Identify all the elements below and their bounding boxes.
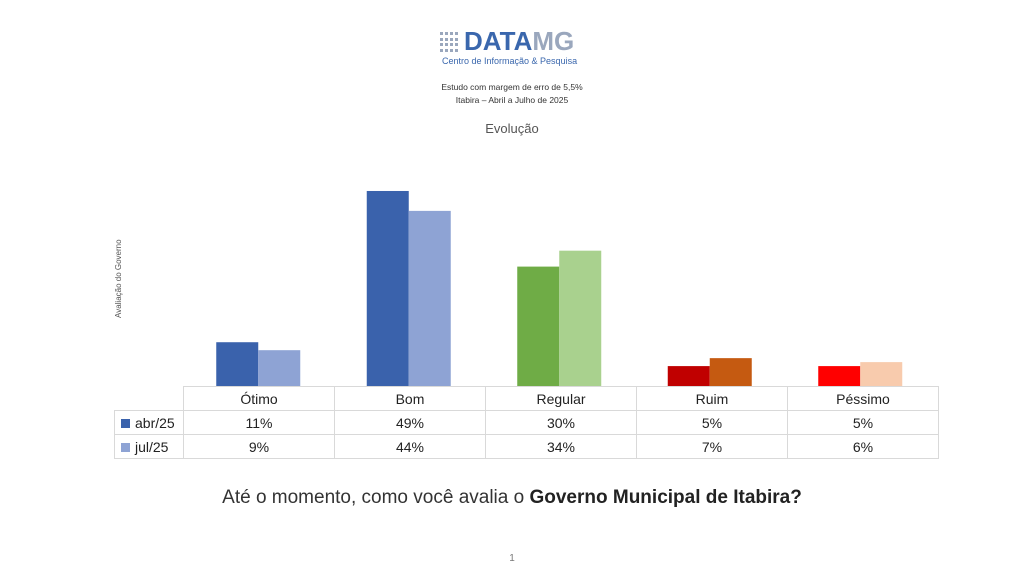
question-text: Até o momento, como você avalia o [222,487,530,508]
bar-jul25-1 [408,210,451,386]
legend-label: abr/25 [135,414,175,431]
bar-jul25-0 [258,350,301,386]
category-label: Ótimo [183,386,335,411]
category-label: Regular [485,386,637,411]
bar-chart [216,190,903,386]
legend-label: jul/25 [135,438,169,455]
table-row-series-abr25: abr/25 11% 49% 30% 5% 5% [114,410,939,435]
legend-entry-jul25: jul/25 [114,434,184,459]
datamg-logo: DATAMG Centro de Informação & Pesquisa [440,26,600,70]
study-location-period: Itabira – Abril a Julho de 2025 [455,95,569,105]
table-row-series-jul25: jul/25 9% 44% 34% 7% 6% [114,434,939,459]
data-label: 5% [636,410,788,435]
page-number: 1 [509,553,515,564]
survey-question: Até o momento, como você avalia o Govern… [0,487,1024,509]
data-label: 6% [787,434,939,459]
table-corner-cell [114,386,184,411]
data-label: 34% [485,434,637,459]
category-label: Bom [334,386,486,411]
chart-data-table: Ótimo Bom Regular Ruim Péssimo abr/25 11… [114,386,939,459]
bar-jul25-4 [860,362,903,386]
data-label: 49% [334,410,486,435]
logo-brand-part1: DATA [464,26,533,56]
category-label: Ruim [636,386,788,411]
chart-title: Evolução [485,121,539,136]
category-label: Péssimo [787,386,939,411]
table-header-row: Ótimo Bom Regular Ruim Péssimo [114,386,939,411]
data-label: 9% [183,434,335,459]
data-label: 7% [636,434,788,459]
data-label: 5% [787,410,939,435]
legend-entry-abr25: abr/25 [114,410,184,435]
bar-abr25-2 [517,266,560,386]
data-label: 11% [183,410,335,435]
data-label: 30% [485,410,637,435]
logo-brand-part2: MG [532,26,575,56]
study-margin-note: Estudo com margem de erro de 5,5% [441,82,583,92]
bar-abr25-3 [667,366,710,386]
bar-abr25-4 [818,366,861,386]
bar-abr25-1 [366,190,409,386]
legend-swatch-abr25 [121,418,130,428]
logo-subtitle: Centro de Informação & Pesquisa [442,56,578,66]
data-label: 44% [334,434,486,459]
dot-grid-icon [440,32,460,52]
bar-abr25-0 [216,342,259,386]
bar-jul25-2 [559,250,602,386]
bar-jul25-3 [709,358,752,386]
question-bold-text: Governo Municipal de Itabira? [529,487,802,508]
logo-wordmark: DATAMG [464,26,574,57]
legend-swatch-jul25 [121,442,130,452]
